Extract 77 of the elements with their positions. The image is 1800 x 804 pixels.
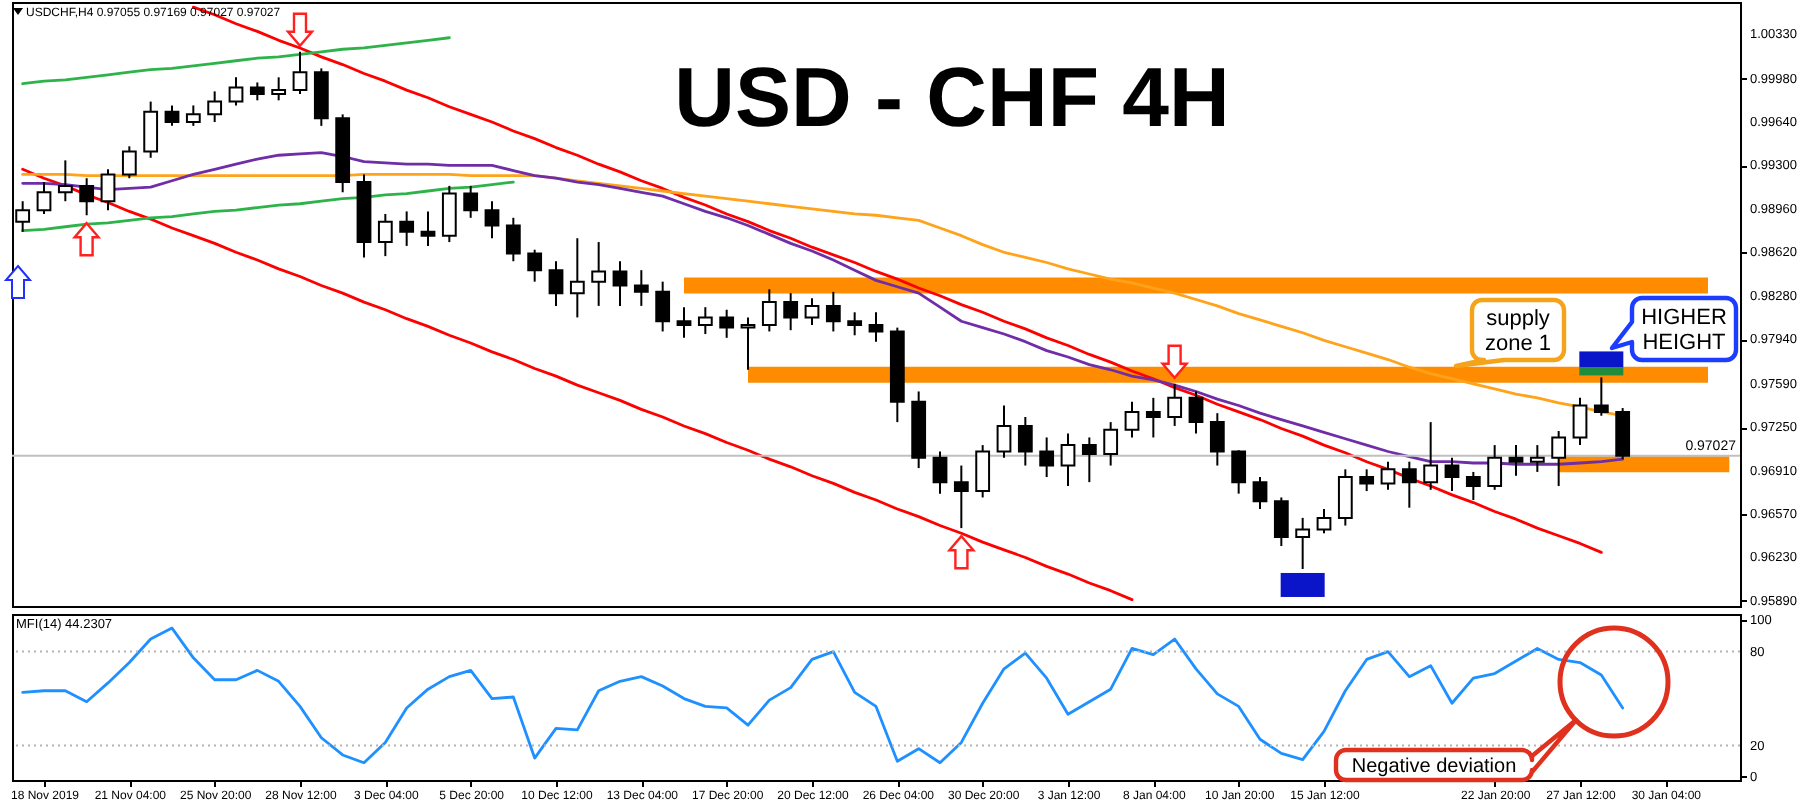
candlestick — [463, 184, 479, 219]
candlestick — [1572, 396, 1588, 447]
annotation: HIGHER HEIGHT — [1641, 306, 1727, 356]
line-series — [21, 167, 1134, 602]
candlestick — [996, 404, 1012, 459]
candlestick — [505, 216, 521, 263]
candlestick — [1615, 407, 1631, 461]
line-series — [191, 5, 1603, 554]
candlestick — [612, 260, 628, 307]
candlestick — [1060, 432, 1076, 487]
candlestick — [697, 306, 713, 336]
candlestick — [761, 288, 777, 333]
candlestick — [313, 67, 329, 127]
candlestick — [1423, 421, 1439, 491]
candlestick — [1103, 421, 1119, 467]
candlestick — [740, 316, 756, 371]
candlestick — [1465, 470, 1481, 502]
candlestick — [36, 181, 52, 215]
candlestick — [1359, 468, 1375, 493]
candlestick — [271, 76, 287, 102]
candlestick — [804, 297, 820, 327]
candlestick — [1508, 444, 1524, 477]
candlestick — [868, 311, 884, 343]
candlestick — [143, 100, 159, 159]
candlestick — [825, 290, 841, 333]
line-series — [21, 36, 451, 86]
candlestick — [1231, 449, 1247, 495]
candlestick — [121, 145, 137, 180]
candlestick — [1188, 390, 1204, 435]
candlestick — [1145, 396, 1161, 439]
candlestick — [377, 212, 393, 258]
candlestick — [591, 241, 607, 307]
candlestick — [569, 237, 585, 319]
annotation: supply zone 1 — [1484, 307, 1552, 357]
candlestick — [100, 168, 116, 212]
candlestick — [57, 159, 73, 203]
candlestick — [1124, 400, 1140, 439]
candlestick — [1295, 516, 1311, 570]
candlestick — [1444, 456, 1460, 493]
candlestick — [1380, 460, 1396, 491]
candlestick — [292, 50, 308, 95]
candlestick — [441, 184, 457, 244]
candlestick — [1273, 496, 1289, 547]
candlestick — [548, 260, 564, 307]
candlestick — [932, 450, 948, 495]
candlestick — [1551, 430, 1567, 487]
candlestick — [783, 292, 799, 332]
candlestick — [1529, 444, 1545, 473]
candlestick — [1209, 412, 1225, 467]
candlestick — [633, 269, 649, 307]
candlestick — [1401, 460, 1417, 509]
candlestick — [1337, 468, 1353, 527]
annotation: Negative deviation — [1351, 756, 1517, 778]
candlestick — [1487, 444, 1503, 491]
candlestick — [1039, 436, 1055, 479]
candlestick — [79, 177, 95, 217]
candlestick — [655, 280, 671, 333]
candlestick — [185, 104, 201, 127]
text: USD - CHF 4H — [674, 50, 1230, 144]
candlestick — [484, 200, 500, 240]
candlestick — [847, 311, 863, 337]
candlestick — [676, 306, 692, 339]
candlestick — [1017, 416, 1033, 467]
candlestick — [953, 464, 969, 530]
candlestick — [164, 104, 180, 127]
candlestick — [228, 76, 244, 107]
candlestick — [1593, 376, 1609, 417]
candlestick — [1316, 507, 1332, 535]
candlestick — [719, 308, 735, 339]
candlestick — [1167, 382, 1183, 427]
candlestick — [1252, 476, 1268, 510]
candlestick — [399, 210, 415, 247]
candlestick — [1081, 436, 1097, 484]
candlestick — [207, 90, 223, 124]
candlestick — [420, 210, 436, 247]
candlestick — [527, 248, 543, 283]
candlestick — [975, 444, 991, 499]
